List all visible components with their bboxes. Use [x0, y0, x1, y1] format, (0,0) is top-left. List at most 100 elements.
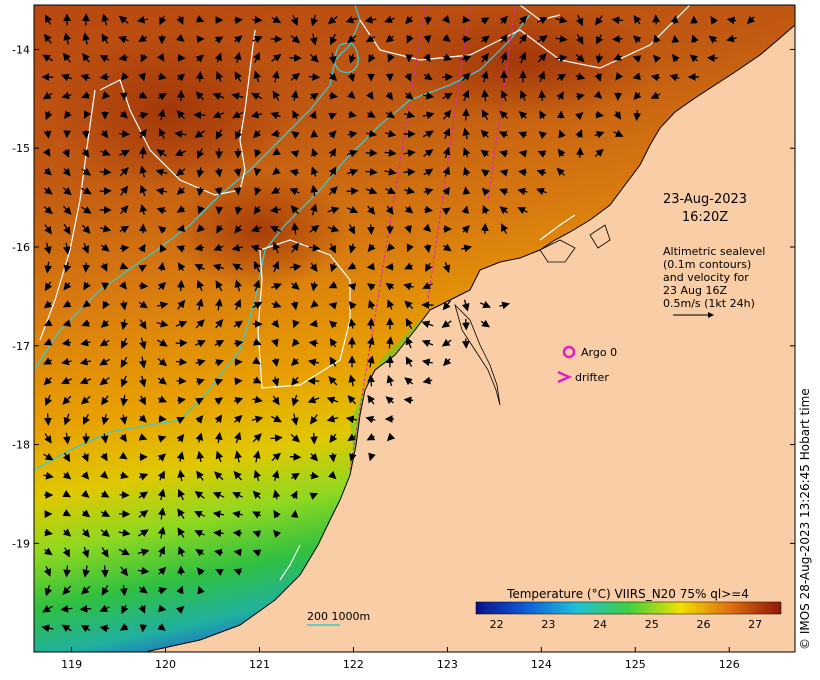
- velocity-arrow: [499, 206, 508, 215]
- velocity-arrow: [62, 52, 71, 63]
- velocity-arrow: [79, 376, 92, 385]
- lat-axis: -14 -15 -16 -17 -18 -19: [12, 43, 795, 550]
- velocity-arrow: [272, 90, 281, 101]
- velocity-arrow: [43, 452, 54, 461]
- velocity-arrow: [138, 414, 147, 423]
- velocity-arrow: [499, 149, 508, 158]
- velocity-arrow: [538, 131, 547, 140]
- velocity-arrow: [329, 320, 338, 329]
- altimetry-line1: Altimetric sealevel: [663, 245, 765, 258]
- velocity-arrow: [176, 605, 185, 615]
- velocity-arrow: [120, 471, 129, 480]
- velocity-arrow: [250, 110, 263, 119]
- velocity-arrow: [157, 546, 165, 557]
- velocity-arrow: [139, 624, 148, 633]
- velocity-arrow: [81, 243, 90, 254]
- velocity-arrow: [310, 414, 318, 425]
- velocity-arrow: [441, 15, 451, 24]
- velocity-arrow: [155, 168, 168, 177]
- velocity-arrow: [290, 490, 298, 500]
- velocity-arrow: [101, 33, 109, 44]
- velocity-arrow: [137, 548, 150, 557]
- velocity-arrow: [271, 186, 281, 194]
- velocity-arrow: [403, 282, 414, 291]
- velocity-arrow: [422, 376, 433, 385]
- velocity-arrow: [158, 604, 167, 613]
- velocity-arrow: [405, 318, 413, 330]
- velocity-arrow: [155, 187, 168, 196]
- velocity-arrow: [196, 167, 205, 178]
- velocity-arrow: [347, 283, 357, 291]
- velocity-arrow: [43, 300, 53, 309]
- velocity-arrow: [423, 149, 434, 157]
- velocity-arrow: [232, 111, 244, 119]
- warm-eddy: [380, 5, 660, 120]
- velocity-arrow: [157, 108, 166, 121]
- velocity-arrow: [254, 149, 262, 158]
- velocity-arrow: [499, 33, 508, 44]
- velocity-arrow: [101, 565, 109, 578]
- lon-tick-label: 125: [625, 658, 646, 671]
- velocity-arrow: [99, 55, 110, 63]
- velocity-arrow: [194, 243, 205, 252]
- velocity-arrow: [537, 53, 547, 63]
- velocity-arrow: [235, 129, 243, 140]
- velocity-arrow: [138, 585, 148, 594]
- velocity-arrow: [194, 264, 205, 272]
- velocity-arrow: [99, 624, 110, 633]
- velocity-arrow: [138, 473, 149, 481]
- velocity-arrow: [119, 205, 129, 215]
- velocity-arrow: [61, 338, 72, 347]
- velocity-arrow: [421, 339, 434, 348]
- velocity-arrow: [43, 186, 53, 195]
- velocity-arrow: [81, 149, 90, 158]
- velocity-arrow: [214, 431, 223, 443]
- velocity-arrow: [120, 394, 129, 407]
- velocity-arrow: [194, 530, 205, 538]
- colorbar-ticks: 22 23 24 25 26 27: [490, 618, 762, 631]
- velocity-arrow: [100, 509, 111, 517]
- velocity-arrow: [44, 413, 52, 426]
- velocity-arrow: [214, 414, 223, 424]
- velocity-arrow: [43, 167, 52, 176]
- velocity-arrow: [594, 15, 603, 26]
- velocity-arrow: [423, 35, 432, 44]
- velocity-arrow: [422, 223, 432, 232]
- velocity-arrow: [611, 16, 624, 25]
- velocity-arrow: [99, 187, 112, 195]
- velocity-arrow: [385, 205, 394, 215]
- velocity-arrow: [157, 470, 165, 481]
- credit-text: © IMOS 28-Aug-2023 13:26:45 Hobart time: [798, 388, 812, 650]
- sealevel-contour: [539, 214, 576, 241]
- velocity-arrow: [345, 15, 358, 24]
- velocity-arrow: [61, 91, 72, 100]
- velocity-arrow: [443, 243, 452, 252]
- velocity-arrow: [196, 224, 205, 233]
- velocity-arrow: [366, 336, 375, 349]
- velocity-arrow: [347, 35, 357, 44]
- velocity-arrow: [423, 187, 434, 196]
- velocity-arrow: [177, 396, 186, 405]
- velocity-arrow: [176, 245, 185, 253]
- velocity-arrow: [61, 624, 72, 633]
- velocity-arrow: [538, 90, 547, 101]
- velocity-arrow: [138, 300, 149, 309]
- velocity-arrow: [174, 148, 187, 157]
- velocity-arrow: [269, 205, 281, 214]
- lat-tick-label: -14: [12, 43, 30, 56]
- velocity-arrow: [63, 565, 71, 578]
- velocity-arrow: [461, 338, 470, 349]
- velocity-arrow: [63, 413, 72, 426]
- velocity-arrow: [213, 243, 224, 251]
- lon-tick-label: 124: [531, 658, 552, 671]
- velocity-arrow: [405, 336, 414, 349]
- velocity-arrow: [252, 52, 260, 64]
- velocity-arrow: [386, 432, 396, 442]
- velocity-arrow: [99, 72, 110, 81]
- velocity-arrow: [271, 376, 280, 387]
- velocity-arrow: [329, 433, 338, 443]
- velocity-arrow: [481, 109, 490, 120]
- velocity-arrow: [309, 471, 320, 480]
- velocity-arrow: [463, 166, 471, 177]
- velocity-arrow: [291, 222, 299, 235]
